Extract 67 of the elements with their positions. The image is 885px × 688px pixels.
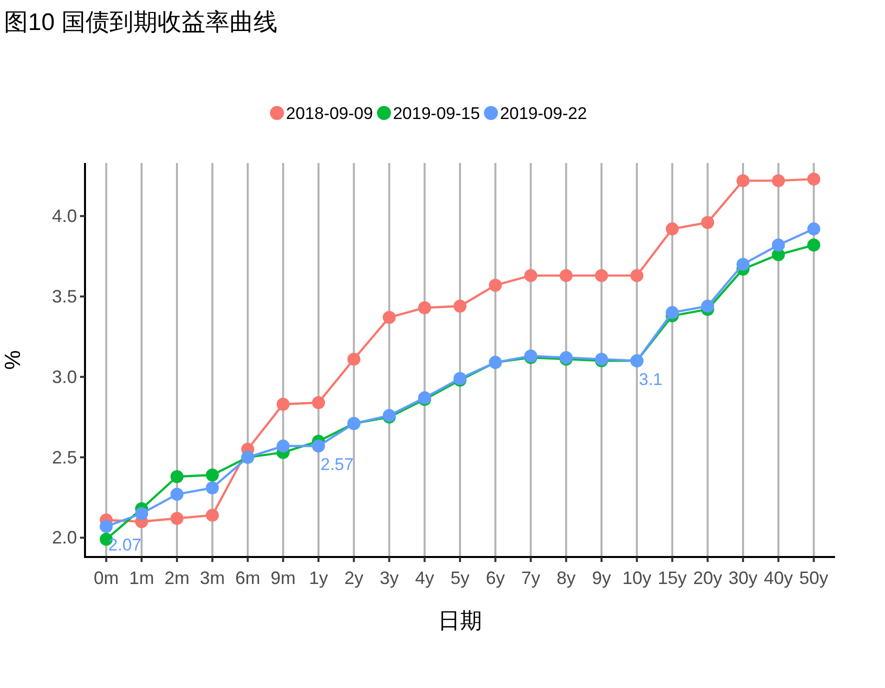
point	[772, 174, 785, 188]
point	[807, 238, 820, 252]
x-tick-label: 20y	[693, 568, 722, 588]
point	[701, 300, 714, 313]
x-tick-label: 8y	[556, 568, 576, 588]
point	[666, 222, 679, 236]
x-tick-label: 2m	[164, 568, 190, 588]
chart-title: 图10 国债到期收益率曲线	[4, 9, 278, 36]
data-label: 2.57	[320, 455, 354, 474]
x-tick-label: 3y	[380, 568, 399, 588]
point	[170, 488, 184, 501]
y-tick-label: 3.0	[52, 366, 77, 387]
point	[560, 269, 573, 282]
point	[312, 440, 325, 453]
x-tick-label: 50y	[799, 568, 828, 588]
point	[524, 269, 538, 282]
x-tick-label: 6m	[235, 568, 260, 588]
x-tick-label: 15y	[658, 568, 687, 588]
x-tick-label: 6y	[486, 568, 505, 588]
point	[382, 310, 396, 324]
point	[206, 481, 219, 494]
point	[454, 300, 466, 313]
x-tick-label: 0m	[94, 568, 119, 588]
y-tick-label: 2.5	[52, 447, 77, 468]
x-tick-label: 4y	[415, 568, 434, 588]
x-tick-label: 10y	[622, 568, 652, 588]
point	[701, 216, 714, 229]
legend-label: 2019-09-22	[500, 104, 587, 123]
x-tick-label: 7y	[521, 568, 540, 588]
point	[807, 222, 820, 236]
point	[595, 269, 608, 282]
point	[312, 396, 325, 410]
data-label: 2.07	[108, 535, 142, 554]
x-tick-label: 3m	[200, 568, 225, 588]
x-axis-title: 日期	[438, 608, 482, 633]
point	[666, 306, 679, 320]
point	[100, 520, 113, 533]
point	[206, 508, 219, 522]
data-label: 3.1	[638, 370, 663, 389]
x-tick-label: 9m	[270, 568, 296, 588]
y-tick-label: 4.0	[52, 206, 77, 226]
point	[206, 468, 219, 482]
point	[170, 512, 184, 525]
legend-label: 2018-09-09	[286, 104, 373, 123]
x-tick-label: 30y	[728, 568, 758, 588]
x-tick-label: 9y	[592, 568, 612, 588]
point	[736, 258, 750, 271]
point	[347, 352, 360, 366]
legend-label: 2019-09-15	[392, 104, 480, 123]
y-axis-title: %	[0, 350, 25, 370]
y-tick-label: 3.5	[52, 286, 77, 306]
point	[488, 278, 502, 292]
point	[630, 269, 644, 282]
x-tick-label: 40y	[764, 568, 793, 588]
point	[135, 507, 148, 520]
x-tick-label: 5y	[450, 568, 470, 588]
y-tick-label: 2.0	[52, 528, 77, 548]
point	[772, 238, 785, 252]
point	[276, 398, 290, 411]
x-tick-label: 1m	[129, 568, 154, 588]
point	[807, 172, 820, 186]
x-tick-label: 1y	[308, 568, 328, 588]
point	[736, 174, 750, 188]
point	[418, 301, 432, 314]
point	[276, 440, 290, 453]
point	[170, 470, 184, 484]
x-tick-label: 2y	[344, 568, 364, 588]
